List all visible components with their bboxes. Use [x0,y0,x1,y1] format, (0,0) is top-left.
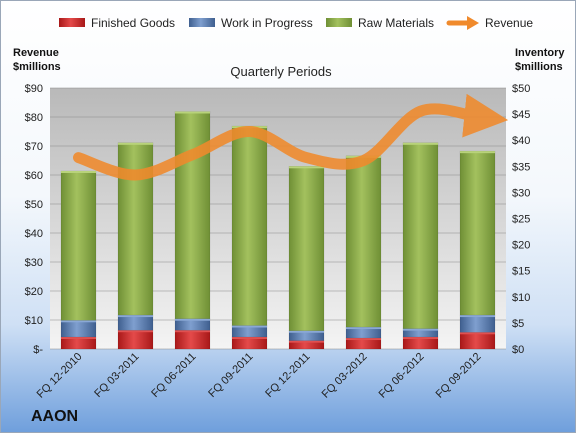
bar-finished-goods [117,329,154,350]
x-tick-label: FQ 03-2011 [92,351,141,400]
x-tick-label: FQ 12-2011 [263,351,312,400]
right-axis-ticks: $0 $5 $10 $15 $20 $25 $30 $35 $40 $45 $50 [512,83,530,356]
x-tick-label: FQ 09-2012 [434,351,484,401]
bar-work-in-progress-top [289,330,324,333]
bar-finished-goods-top [289,340,324,343]
left-tick-label: $90 [25,83,43,95]
left-axis-ticks: $- $10 $20 $30 $40 $50 $60 $70 $80 $90 [25,83,44,356]
bar-raw-materials-top [175,111,210,114]
bar-finished-goods-top [118,330,153,333]
right-tick-label: $15 [512,266,530,278]
left-tick-label: $10 [25,315,43,327]
bar-raw-materials-top [460,151,495,154]
bar-raw-materials [459,150,496,316]
right-tick-label: $35 [512,161,530,173]
bar-work-in-progress [117,314,154,331]
bar-raw-materials [345,155,382,328]
bar-work-in-progress [60,320,97,338]
bar-raw-materials-top [289,166,324,169]
bar-finished-goods-top [403,336,438,339]
bar-raw-materials-top [61,170,96,173]
left-tick-label: $80 [25,112,43,124]
bar-finished-goods-top [175,330,210,333]
revenue-line-layer [73,93,509,181]
bars [60,111,496,350]
left-tick-label: $20 [25,286,43,298]
left-tick-label: $- [33,344,43,356]
right-tick-label: $50 [512,83,530,95]
chart-title: Quarterly Periods [230,64,332,79]
x-tick-label: FQ 09-2011 [206,351,255,400]
bar-finished-goods-top [232,336,267,339]
bar-work-in-progress [459,314,496,333]
bar-raw-materials [288,166,325,331]
company-name: AAON [31,408,78,425]
legend-label-finished-goods: Finished Goods [91,16,175,30]
legend: Finished Goods Work in Progress Raw Mate… [59,16,533,30]
legend-swatch-raw-materials [326,18,352,27]
bar-raw-materials [60,170,97,321]
bar-finished-goods [174,329,211,350]
bar-raw-materials [231,125,268,326]
bar-work-in-progress-top [61,320,96,323]
legend-swatch-finished-goods [59,18,85,27]
bar-finished-goods-top [346,338,381,341]
bar-work-in-progress-top [460,315,495,318]
left-axis-title-line2: $millions [13,61,61,73]
legend-label-revenue: Revenue [485,16,533,30]
bar-raw-materials-top [118,142,153,145]
right-tick-label: $25 [512,214,530,226]
bar-work-in-progress-top [175,318,210,321]
legend-label-work-in-progress: Work in Progress [221,16,313,30]
left-tick-label: $50 [25,199,43,211]
right-tick-label: $30 [512,187,530,199]
legend-swatch-work-in-progress [189,18,215,27]
x-tick-label: FQ 03-2012 [320,351,370,401]
bar-raw-materials-top [403,142,438,145]
bar-finished-goods-top [61,336,96,339]
revenue-line [73,93,509,181]
right-axis-title-line2: $millions [515,61,563,73]
right-tick-label: $45 [512,109,530,121]
left-tick-label: $30 [25,257,43,269]
bar-work-in-progress-top [403,328,438,331]
right-tick-label: $10 [512,292,530,304]
legend-arrow-revenue [467,16,479,30]
bar-raw-materials [402,142,439,329]
bar-finished-goods [459,332,496,350]
x-axis-ticks: FQ 12-2010 FQ 03-2011 FQ 06-2011 FQ 09-2011… [35,351,484,401]
bar-finished-goods-top [460,332,495,335]
right-tick-label: $0 [512,344,524,356]
left-axis-title-line1: Revenue [13,47,59,59]
bar-work-in-progress-top [346,327,381,330]
right-tick-label: $5 [512,318,524,330]
right-tick-label: $40 [512,135,530,147]
left-tick-label: $70 [25,141,43,153]
right-axis-title-line1: Inventory [515,47,565,59]
left-tick-label: $40 [25,228,43,240]
x-tick-label: FQ 12-2010 [35,351,85,401]
left-tick-label: $60 [25,170,43,182]
x-tick-label: FQ 06-2011 [149,351,198,400]
x-tick-label: FQ 06-2012 [377,351,427,401]
bar-work-in-progress-top [232,325,267,328]
bar-raw-materials [174,111,211,319]
right-tick-label: $20 [512,240,530,252]
bar-work-in-progress-top [118,315,153,318]
legend-label-raw-materials: Raw Materials [358,16,434,30]
